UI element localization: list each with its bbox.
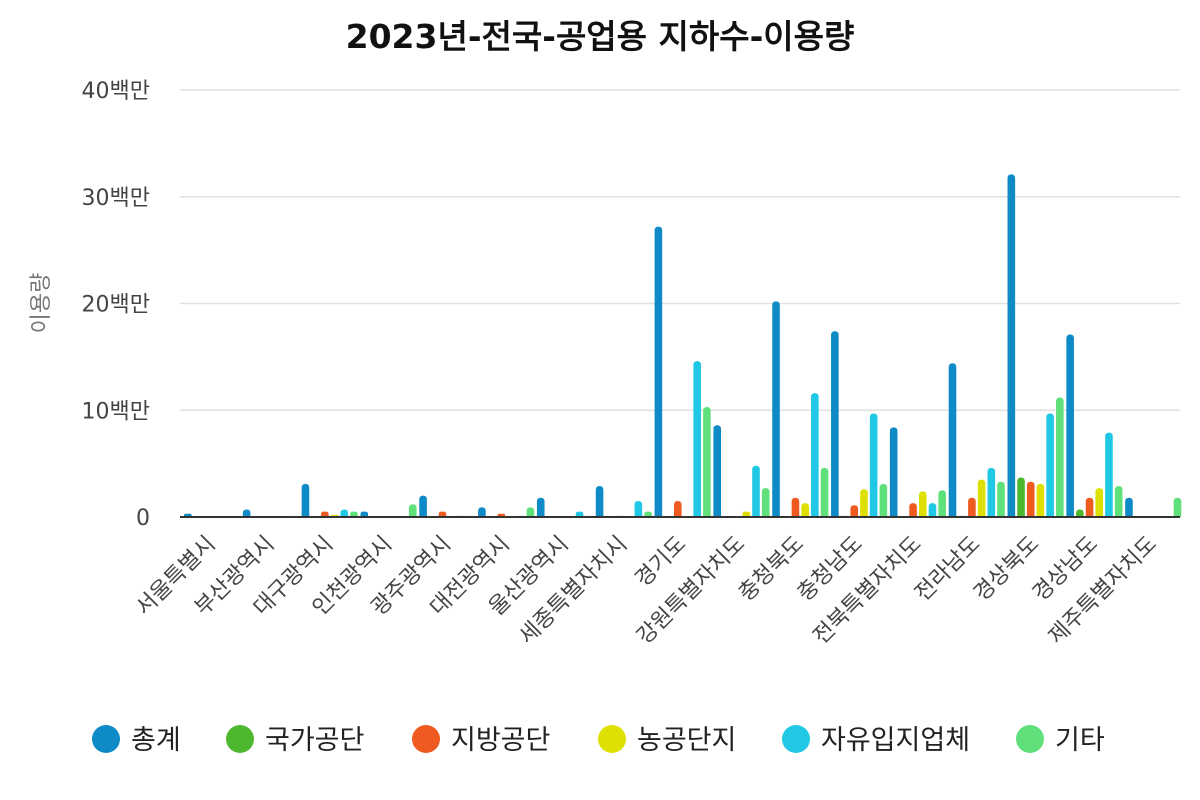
legend-marker: [92, 725, 120, 753]
y-tick-label: 30백만: [82, 186, 150, 211]
bar: [1056, 397, 1064, 517]
bar: [938, 490, 946, 517]
bar: [1105, 432, 1113, 517]
bar: [968, 497, 976, 517]
bar: [654, 226, 663, 517]
bar: [850, 505, 859, 517]
bar: [1125, 497, 1133, 517]
x-tick-label: 전라남도: [910, 532, 985, 607]
bar: [831, 331, 839, 517]
bar: [1114, 486, 1123, 517]
legend-label: 총계: [131, 725, 181, 756]
bar: [801, 503, 809, 517]
legend: 총계 국가공단 지방공단 농공단지 자유입지업체 기타: [92, 725, 1105, 756]
bar: [752, 465, 760, 517]
bar: [909, 503, 917, 517]
gridlines: [180, 89, 1180, 411]
legend-item[interactable]: 총계: [92, 725, 181, 756]
bar: [673, 500, 682, 517]
bar: [860, 489, 868, 517]
bar: [1036, 483, 1045, 517]
bar: [1173, 497, 1182, 517]
bars: [184, 174, 1182, 517]
x-tick-label: 충청북도: [734, 532, 809, 607]
bar: [713, 425, 722, 517]
bar: [438, 511, 447, 517]
x-axis-ticks: 서울특별시부산광역시대구광역시인천광역시광주광역시대전광역시울산광역시세종특별자…: [131, 532, 1161, 650]
legend-marker: [226, 725, 254, 753]
bar: [1007, 174, 1016, 517]
legend-item[interactable]: 농공단지: [598, 725, 736, 756]
bar: [869, 413, 878, 517]
bar: [1017, 477, 1025, 517]
bar: [703, 407, 711, 517]
legend-label: 농공단지: [637, 725, 736, 756]
legend-item[interactable]: 자유입지업체: [782, 725, 970, 756]
bar: [772, 301, 780, 517]
bar: [350, 511, 358, 517]
bar: [419, 495, 427, 517]
bar: [1076, 509, 1084, 517]
legend-marker: [598, 725, 626, 753]
bar: [761, 488, 770, 517]
bar: [889, 427, 898, 517]
bar: [408, 504, 417, 517]
legend-label: 국가공단: [265, 725, 364, 756]
legend-marker: [412, 725, 440, 753]
bar: [478, 507, 486, 517]
y-tick-label: 10백만: [82, 399, 150, 424]
bar: [918, 491, 927, 517]
legend-marker: [1016, 725, 1044, 753]
bar: [321, 511, 329, 517]
bar: [575, 511, 584, 517]
bar: [928, 503, 937, 517]
legend-item[interactable]: 지방공단: [412, 725, 550, 756]
y-axis-label: 이용량: [29, 273, 54, 334]
legend-label: 자유입지업체: [821, 725, 970, 756]
bar: [1085, 497, 1094, 517]
legend-label: 지방공단: [451, 725, 550, 756]
bar: [1066, 334, 1074, 517]
bar: [301, 483, 310, 517]
bar: [242, 509, 251, 517]
bar: [987, 467, 996, 517]
legend-item[interactable]: 국가공단: [226, 725, 364, 756]
legend-item[interactable]: 기타: [1016, 725, 1105, 756]
y-axis-ticks: 0 10백만 20백만 30백만 40백만: [82, 79, 150, 531]
y-tick-label: 40백만: [82, 79, 150, 104]
bar: [791, 497, 800, 517]
bar: [1026, 481, 1035, 517]
bar: [644, 511, 652, 517]
bar: [634, 500, 643, 517]
legend-marker: [782, 725, 810, 753]
legend-label: 기타: [1055, 725, 1105, 756]
bar: [360, 511, 369, 517]
y-tick-label: 20백만: [82, 293, 150, 318]
bar: [536, 497, 545, 517]
bar: [1095, 488, 1104, 517]
bar: [1046, 413, 1054, 517]
bar: [948, 363, 957, 517]
bar: [595, 486, 604, 517]
x-tick-label: 경상북도: [969, 532, 1044, 607]
chart-title: 2023년-전국-공업용 지하수-이용량: [346, 17, 855, 56]
bar: [977, 479, 986, 517]
bar: [820, 467, 829, 517]
bar: [811, 393, 819, 517]
bar: [526, 507, 535, 517]
bar: [997, 481, 1005, 517]
bar: [879, 483, 888, 517]
bar: [693, 361, 701, 517]
y-tick-label: 0: [136, 506, 150, 531]
bar: [340, 509, 349, 517]
bar: [742, 511, 751, 517]
